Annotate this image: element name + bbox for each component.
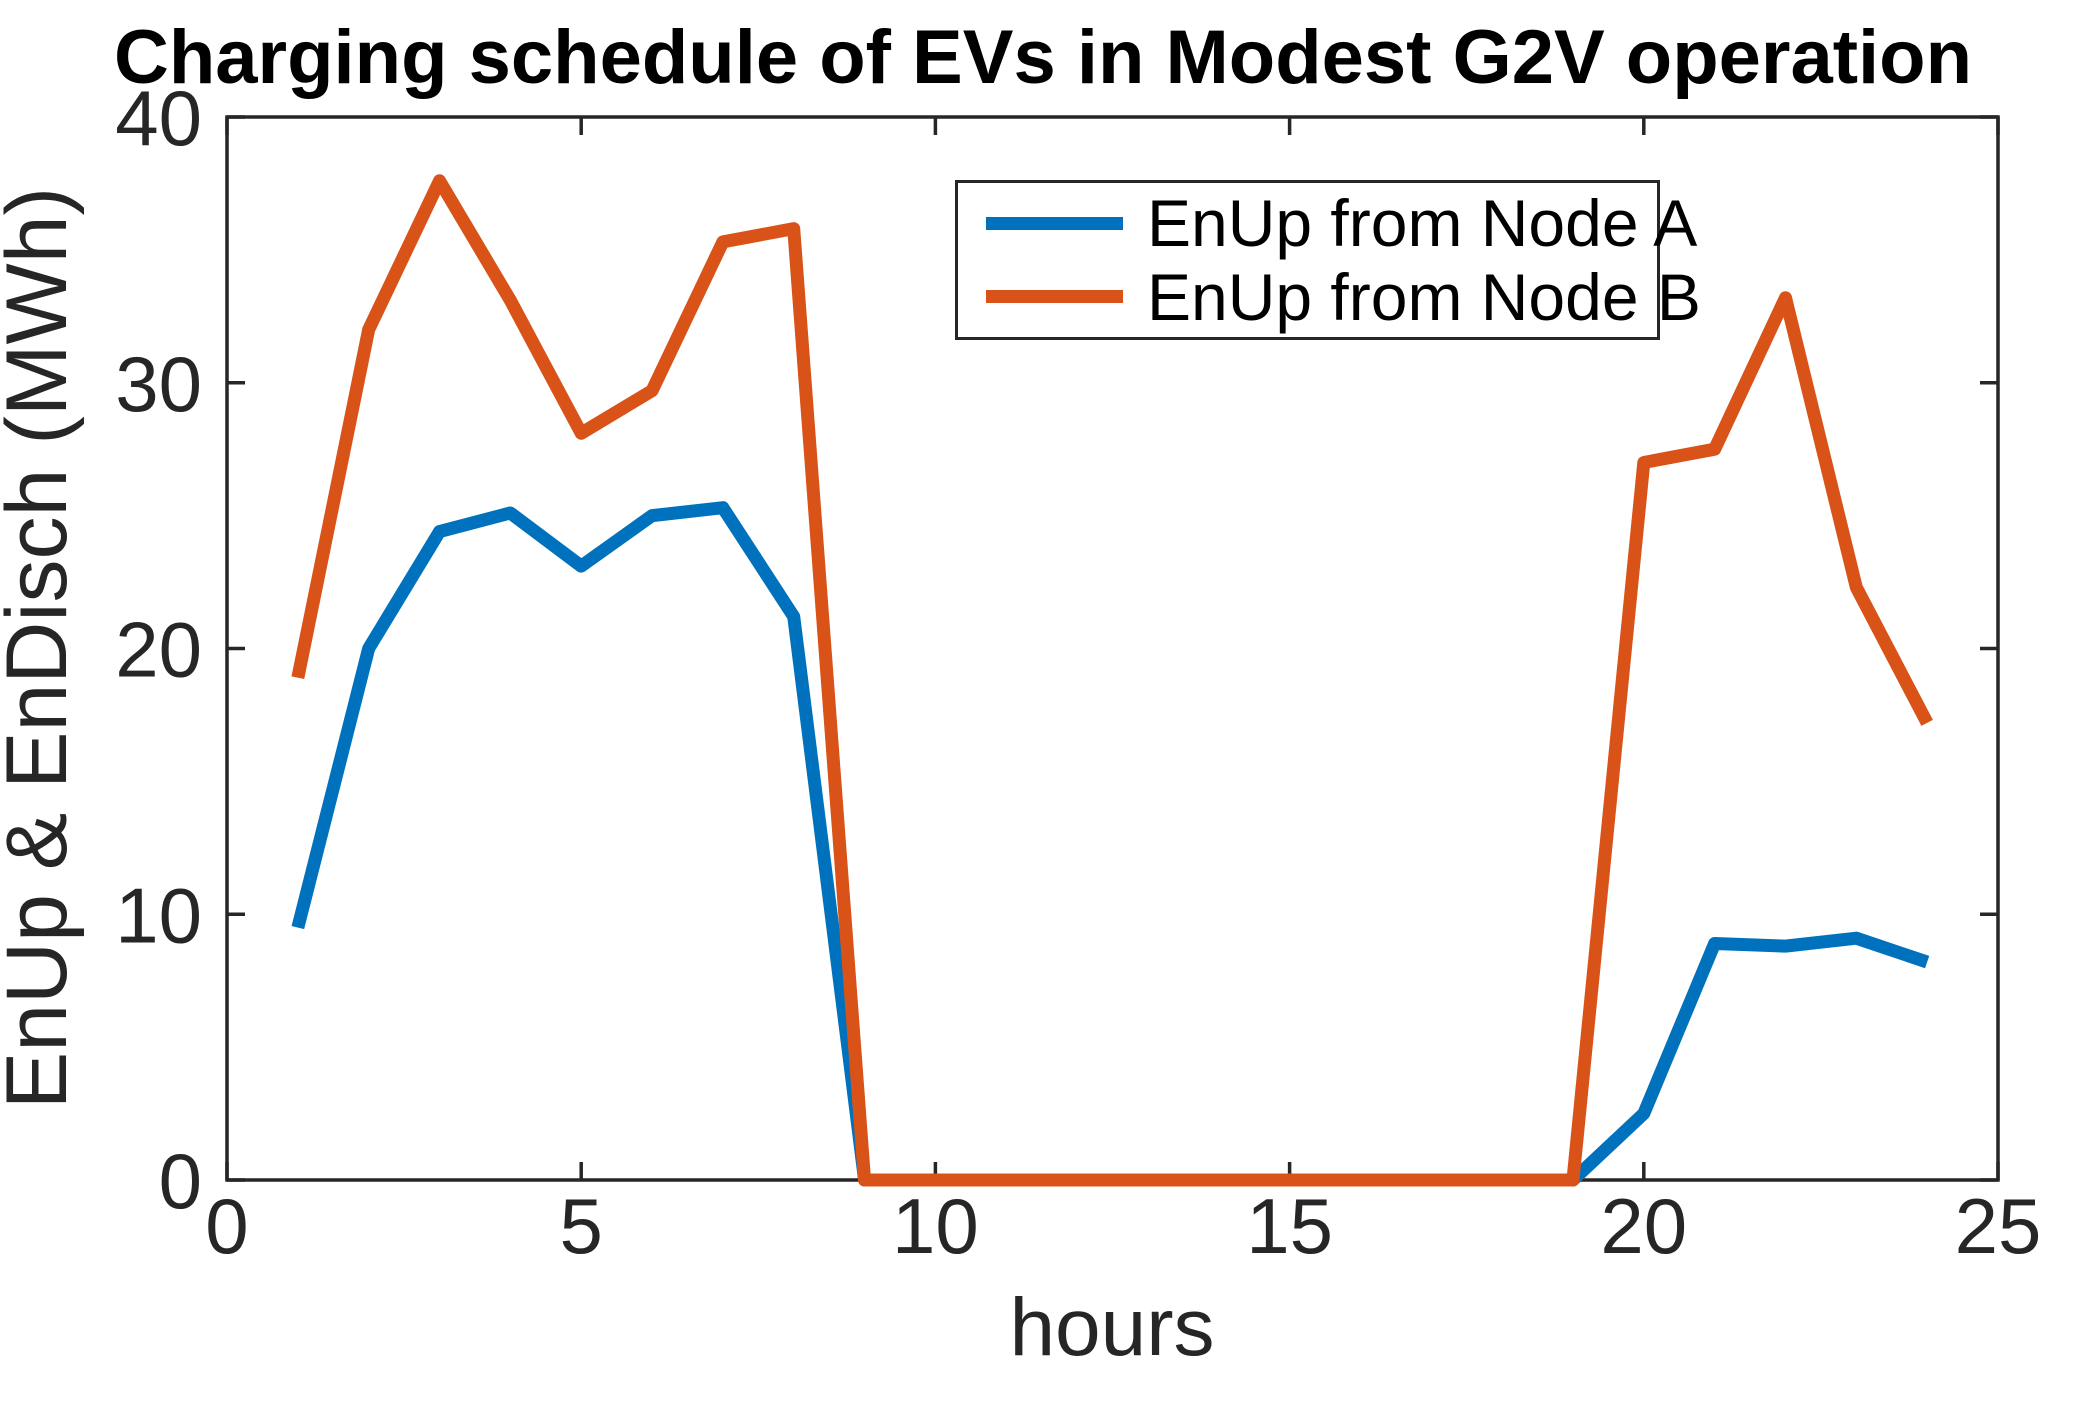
x-tick-label: 20	[1600, 1182, 1687, 1270]
legend: EnUp from Node A EnUp from Node B	[955, 180, 1701, 340]
x-tick-label: 10	[892, 1182, 979, 1270]
y-tick-label: 10	[115, 871, 202, 959]
y-axis-label: EnUp & EnDisch (MWh)	[0, 187, 85, 1109]
legend-label-node-a: EnUp from Node A	[1147, 186, 1698, 261]
y-tick-label: 0	[159, 1137, 202, 1225]
x-tick-label: 0	[205, 1182, 248, 1270]
x-tick-label: 15	[1246, 1182, 1333, 1270]
series-line-1	[291, 174, 1933, 1187]
y-tick-label: 20	[115, 606, 202, 694]
x-axis-label: hours	[1009, 1282, 1214, 1373]
x-tick-label: 5	[560, 1182, 603, 1270]
legend-item-node-a: EnUp from Node A	[958, 190, 1697, 256]
series-lines	[291, 174, 1933, 1187]
legend-swatch-node-b	[986, 290, 1123, 304]
y-tick-label: 40	[115, 74, 202, 162]
legend-swatch-node-a	[986, 216, 1123, 230]
chart-title: Charging schedule of EVs in Modest G2V o…	[113, 15, 1973, 100]
x-tick-label: 25	[1955, 1182, 2042, 1270]
axis-ticks: 0 5 10 15 20 25 0 10 20 30 40	[115, 74, 2041, 1270]
legend-item-node-b: EnUp from Node B	[958, 264, 1701, 330]
legend-label-node-b: EnUp from Node B	[1147, 259, 1701, 334]
y-tick-label: 30	[115, 340, 202, 428]
series-line-0	[291, 501, 1930, 1187]
